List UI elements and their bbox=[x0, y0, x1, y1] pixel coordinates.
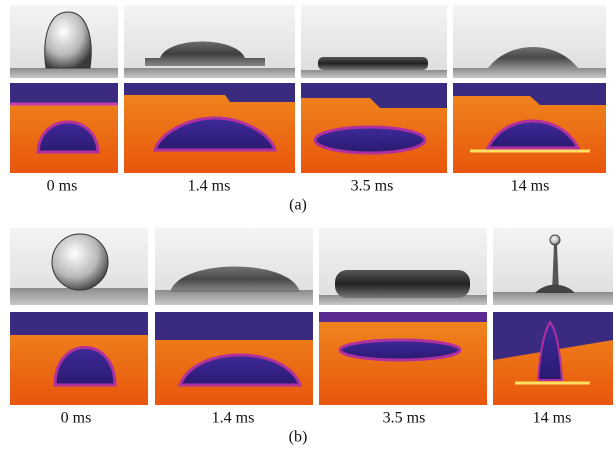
time-label: 3.5 ms bbox=[351, 178, 394, 195]
row-label: (a) bbox=[289, 197, 307, 214]
figure: 0 ms 1.4 ms 3.5 ms 14 ms (a) 0 ms 1.4 ms… bbox=[0, 0, 616, 455]
photo-row-b bbox=[10, 228, 613, 305]
thermal-row-a bbox=[10, 83, 606, 173]
row-label: (b) bbox=[289, 429, 308, 446]
time-label: 1.4 ms bbox=[188, 178, 231, 195]
photo-row-a bbox=[10, 5, 606, 78]
thermal-row-b bbox=[10, 312, 613, 405]
time-label: 0 ms bbox=[61, 410, 92, 427]
time-label: 0 ms bbox=[47, 178, 78, 195]
time-label: 14 ms bbox=[511, 178, 550, 195]
time-label: 14 ms bbox=[533, 410, 572, 427]
time-label: 3.5 ms bbox=[383, 410, 426, 427]
time-label: 1.4 ms bbox=[212, 410, 255, 427]
